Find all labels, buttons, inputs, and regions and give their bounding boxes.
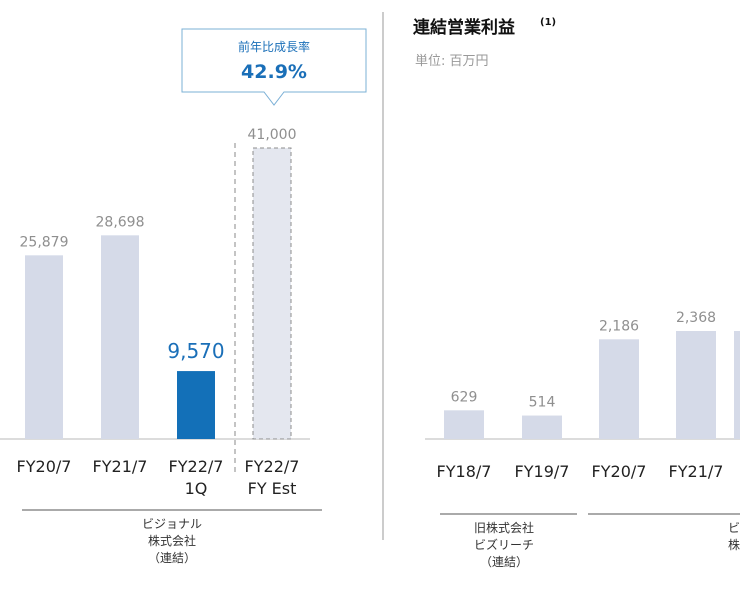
group-right-1-line-1: 株 [728,537,740,552]
data-label-right-2: 2,186 [599,318,639,334]
data-label-right-0: 629 [451,389,478,405]
x-tick-label-2-1: 1Q [185,479,208,498]
bar-right-2 [599,339,639,439]
x-tick-label-right-3-0: FY21/7 [669,462,724,481]
bar-3 [252,147,292,440]
x-tick-label-1-0: FY21/7 [93,457,148,476]
data-label-2: 9,570 [167,339,224,363]
data-label-right-3: 2,368 [676,310,716,326]
left-revenue-chart: 25,879 FY20/7 28,698 FY21/7 9,570 FY22/7 1Q 41,… [0,127,322,565]
x-tick-label-right-2-0: FY20/7 [592,462,647,481]
bar-right-0 [444,410,484,439]
group-right-0-line-1: ビズリーチ [474,537,534,552]
group-label-line-0: ビジョナル [142,517,202,531]
callout-value: 42.9% [241,61,307,83]
right-operating-income-chart: 連結営業利益 (1) 単位: 百万円 629 FY18/7 514 FY19/7 2,1… [413,17,740,569]
callout-box [181,28,367,106]
group-label-line-1: 株式会社 [148,533,196,548]
data-label-right-1: 514 [529,395,556,411]
data-label-0: 25,879 [20,234,69,250]
growth-rate-callout: 前年比成長率 42.9% [181,28,367,106]
bar-right-cut [734,331,740,439]
group-label-line-2: （連結） [148,551,196,565]
bar-right-3 [676,331,716,439]
x-tick-label-3-1: FY Est [248,479,297,498]
x-tick-label-0-0: FY20/7 [17,457,72,476]
bar-1 [101,235,139,439]
data-label-3: 41,000 [248,127,297,143]
chart-title: 連結営業利益 [413,17,515,38]
chart-title-footnote: (1) [540,17,556,28]
group-right-0-line-2: （連結） [480,555,528,569]
x-tick-label-right-0-0: FY18/7 [437,462,492,481]
bar-2 [177,371,215,439]
group-right-1-line-0: ビ [728,521,740,535]
x-tick-label-2-0: FY22/7 [169,457,224,476]
data-label-1: 28,698 [96,214,145,230]
unit-label: 単位: 百万円 [415,53,489,69]
bar-right-1 [522,415,562,439]
x-tick-label-right-1-0: FY19/7 [515,462,570,481]
callout-label: 前年比成長率 [238,39,310,54]
group-right-0-line-0: 旧株式会社 [474,520,534,535]
bar-0 [25,255,63,439]
x-tick-label-3-0: FY22/7 [245,457,300,476]
